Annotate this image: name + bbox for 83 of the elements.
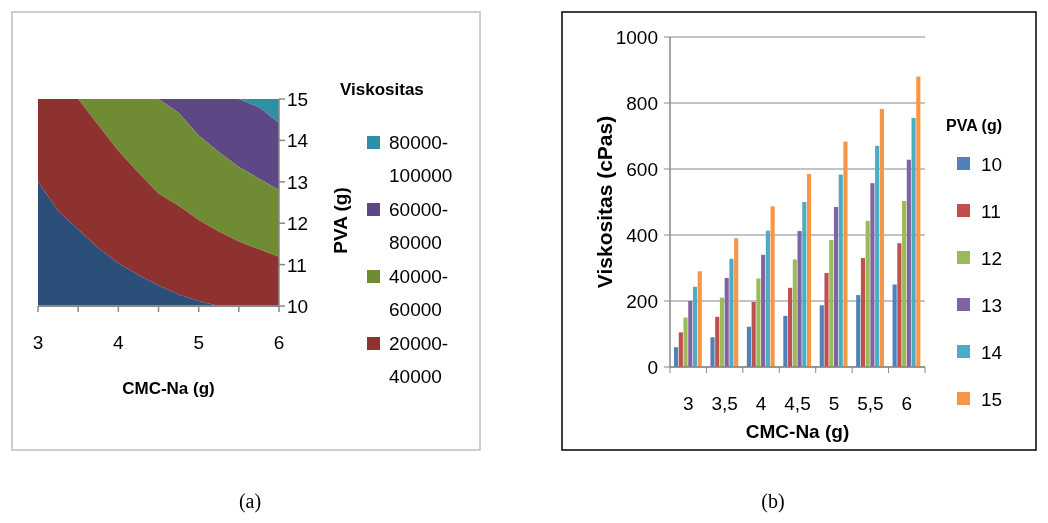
bar	[892, 284, 897, 367]
y-tick-label: 800	[626, 93, 658, 114]
bar	[761, 254, 766, 367]
x-tick-label: 6	[273, 332, 285, 353]
x-tick-label: 5	[828, 393, 840, 414]
bar	[683, 317, 688, 367]
bar	[719, 297, 725, 367]
y-tick-label: 600	[626, 159, 658, 180]
bar	[756, 278, 761, 367]
bar	[788, 287, 793, 367]
y-tick-label: 0	[647, 357, 658, 378]
legend-label: 40000-60000	[389, 266, 449, 320]
bar	[729, 258, 734, 367]
bar	[906, 159, 911, 367]
x-tick-label: 4	[113, 332, 125, 353]
bar	[838, 174, 843, 367]
bar	[916, 76, 921, 367]
bar	[770, 206, 775, 367]
bar	[870, 183, 875, 367]
legend-label: 15	[981, 389, 1003, 410]
bar	[824, 272, 829, 367]
bar	[833, 206, 839, 367]
bar	[724, 277, 729, 367]
legend-label: 12	[981, 248, 1003, 269]
x-tick-label: 3,5	[711, 393, 738, 414]
y-tick-label: 10	[287, 296, 309, 317]
bar	[860, 258, 866, 367]
x-tick-label: 4	[755, 393, 767, 414]
y-tick-label: 12	[287, 213, 309, 235]
legend-label: 80000-100000	[389, 132, 453, 186]
bar	[692, 286, 698, 367]
bar	[875, 145, 880, 367]
bar	[829, 239, 834, 367]
bar	[911, 117, 916, 367]
text: (a)	[238, 490, 262, 513]
y-tick-label: 200	[626, 291, 658, 312]
bar	[734, 238, 739, 367]
bar	[688, 301, 693, 367]
legend-label: 14	[981, 342, 1003, 363]
bar	[797, 231, 802, 367]
y-tick-label: 1000	[615, 27, 658, 48]
bar	[674, 347, 679, 367]
bar	[902, 201, 907, 367]
legend-title: PVA (g)	[946, 117, 1002, 134]
legend-label: 10	[981, 154, 1003, 175]
bar	[697, 271, 702, 367]
legend-label: 13	[981, 295, 1003, 316]
x-tick-label: 3	[32, 332, 44, 353]
y-tick-label: 13	[287, 171, 309, 193]
x-tick-label: 5	[193, 332, 204, 353]
bar	[865, 220, 870, 367]
bar	[897, 243, 902, 367]
bar	[843, 141, 848, 367]
bar	[746, 326, 751, 367]
x-tick-label: 6	[901, 393, 913, 414]
bar	[710, 337, 715, 367]
bar	[792, 259, 797, 367]
x-tick-label: 3	[682, 393, 694, 414]
bar	[783, 315, 788, 367]
y-tick-label: 11	[287, 254, 307, 276]
bar	[765, 230, 770, 367]
legend-label: 20000-40000	[389, 333, 449, 387]
bar	[879, 108, 884, 367]
legend-label: 11	[981, 201, 1001, 222]
bar	[856, 295, 861, 367]
bar	[751, 301, 756, 367]
y-axis-title: PVA (g)	[330, 187, 351, 254]
bar	[678, 332, 683, 367]
bar	[806, 173, 812, 367]
y-tick-label: 14	[287, 130, 309, 152]
bar	[819, 305, 824, 367]
x-axis-title: CMC-Na (g)	[745, 421, 850, 442]
x-axis-title: CMC-Na (g)	[122, 379, 215, 398]
legend-label: 60000-80000	[389, 199, 449, 253]
x-tick-label: 5,5	[857, 393, 884, 414]
y-tick-label: 15	[287, 89, 309, 110]
y-tick-label: 400	[626, 225, 658, 246]
bar	[802, 202, 807, 367]
y-axis-title: Viskositas (cPas)	[593, 115, 616, 289]
text: (b)	[761, 490, 785, 513]
bar	[715, 316, 720, 367]
x-tick-label: 4,5	[784, 393, 811, 414]
legend-title: Viskositas	[340, 80, 424, 99]
